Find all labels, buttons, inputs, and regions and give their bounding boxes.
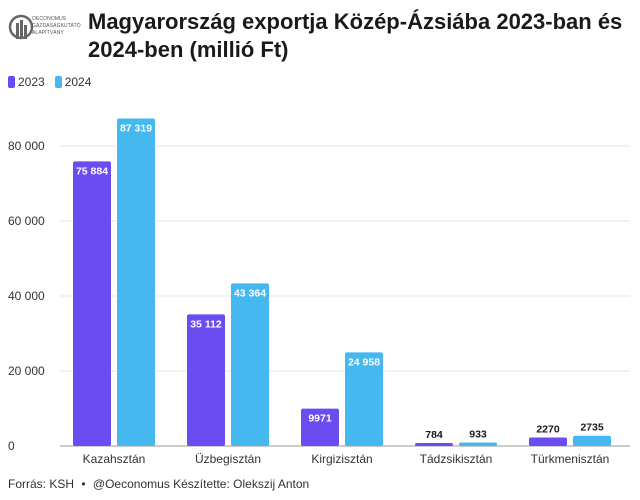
- y-tick-label: 20 000: [8, 364, 45, 378]
- x-tick-label: Türkmenisztán: [531, 452, 610, 466]
- bar: [345, 352, 383, 446]
- x-tick-label: Kirgizisztán: [311, 452, 372, 466]
- separator-text: •: [81, 477, 86, 491]
- logo-line: GAZDASÁGKUTATÓ: [32, 23, 81, 29]
- bar: [459, 442, 497, 446]
- x-tick-label: Üzbegisztán: [195, 452, 261, 466]
- logo-line: OECONOMUS: [32, 16, 67, 22]
- data-label: 2270: [536, 423, 560, 435]
- legend-swatch-2023: [8, 76, 15, 88]
- legend-label-2024: 2024: [64, 75, 92, 89]
- logo-text: OECONOMUS GAZDASÁGKUTATÓ ALAPÍTVÁNY: [32, 16, 81, 37]
- x-tick-label: Tádzsikisztán: [420, 452, 493, 466]
- bar: [301, 408, 339, 446]
- data-label: 43 364: [234, 287, 266, 299]
- y-tick-label: 60 000: [8, 214, 45, 228]
- data-label: 87 319: [120, 123, 152, 135]
- chart-title: Magyarország exportja Közép-Ázsiába 2023…: [88, 9, 623, 62]
- data-label: 75 884: [76, 165, 108, 177]
- data-label: 9971: [308, 413, 332, 425]
- y-tick-label: 80 000: [8, 139, 45, 153]
- legend-label-2023: 2023: [18, 75, 45, 89]
- data-label: 24 958: [348, 356, 380, 368]
- logo-line: ALAPÍTVÁNY: [32, 30, 64, 36]
- legend: 2023 2024: [8, 75, 91, 89]
- y-tick-label: 40 000: [8, 289, 45, 303]
- bar: [415, 443, 453, 446]
- data-label: 933: [469, 429, 487, 441]
- logo-emblem-icon: [8, 14, 34, 40]
- data-label: 35 112: [190, 318, 222, 330]
- legend-swatch-2024: [54, 76, 62, 88]
- bar: [73, 161, 111, 446]
- bar: [117, 118, 155, 447]
- bar: [187, 314, 225, 446]
- x-tick-label: Kazahsztán: [83, 452, 146, 466]
- bar: [231, 283, 269, 446]
- bar: [573, 435, 611, 446]
- oeconomus-logo: OECONOMUS GAZDASÁGKUTATÓ ALAPÍTVÁNY: [8, 9, 88, 49]
- data-label: 2735: [580, 422, 604, 434]
- source-text: Forrás: KSH: [8, 477, 75, 491]
- data-label: 784: [425, 429, 443, 441]
- y-tick-label: 0: [8, 439, 15, 453]
- legend-item-2024: 2024: [54, 75, 92, 89]
- footer: Forrás: KSH • @Oeconomus Készítette: Ole…: [8, 477, 313, 491]
- legend-item-2023: 2023: [8, 75, 45, 89]
- credit-text: @Oeconomus Készítette: Olekszij Anton: [92, 477, 310, 491]
- bar: [529, 437, 567, 446]
